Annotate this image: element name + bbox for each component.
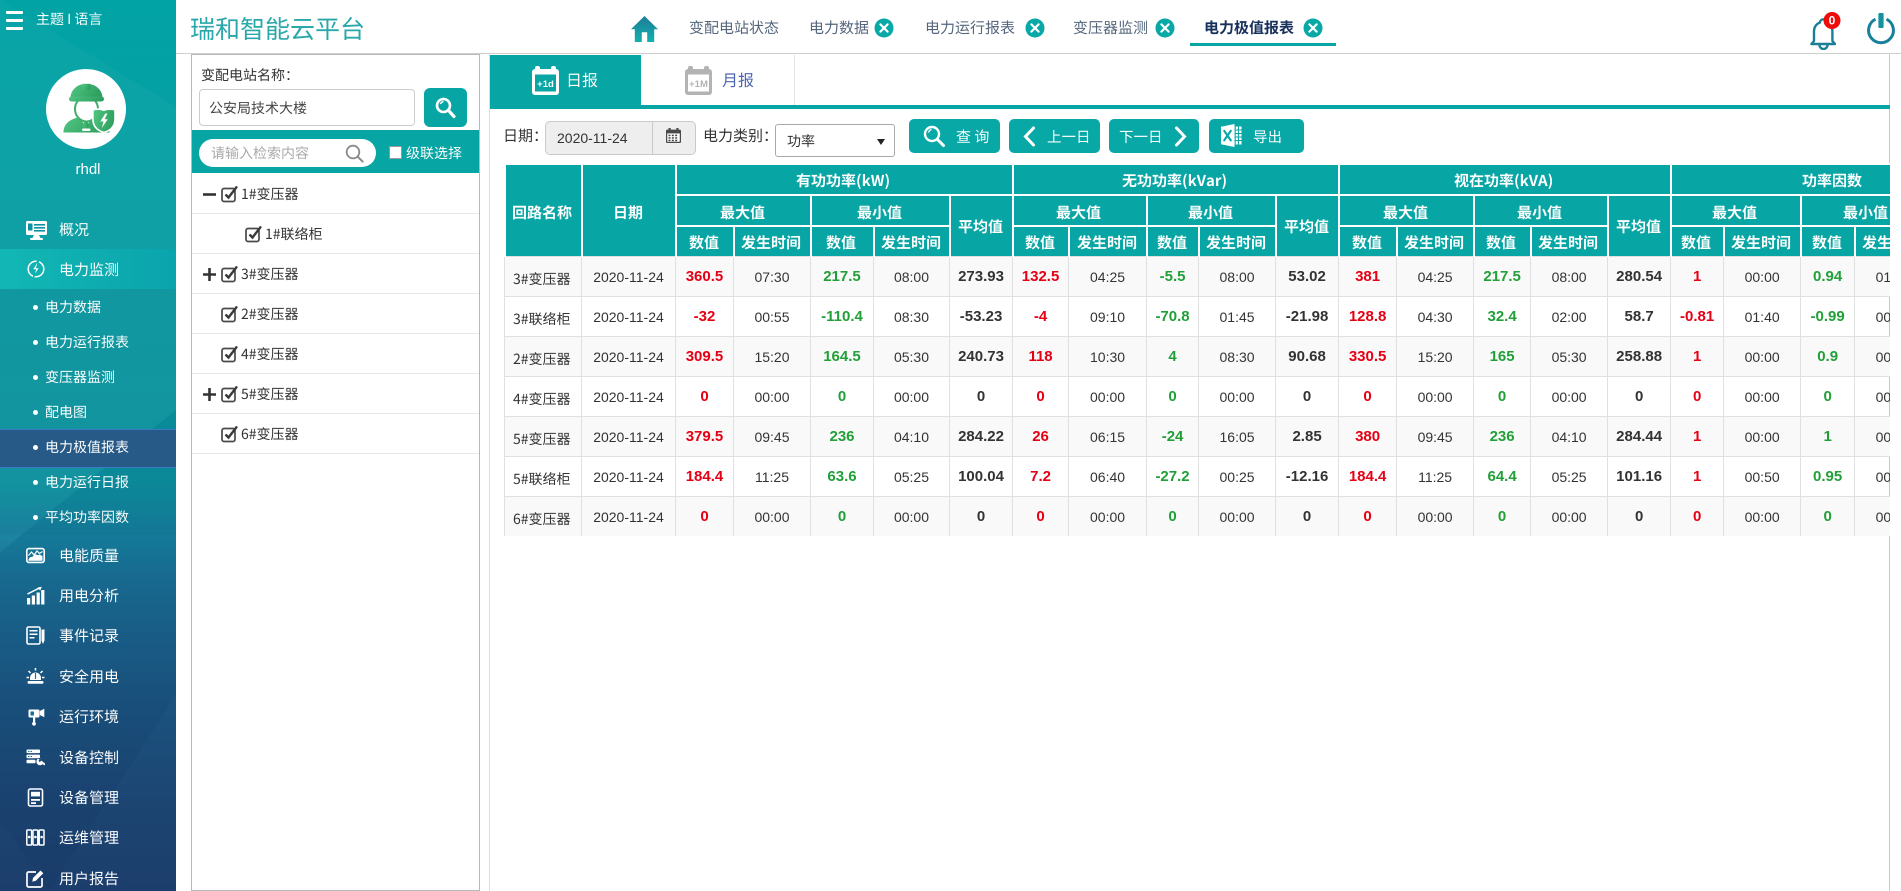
svg-text:+1d: +1d xyxy=(537,79,554,90)
svg-text:+1M: +1M xyxy=(689,79,708,90)
svg-text:0: 0 xyxy=(1829,14,1836,28)
